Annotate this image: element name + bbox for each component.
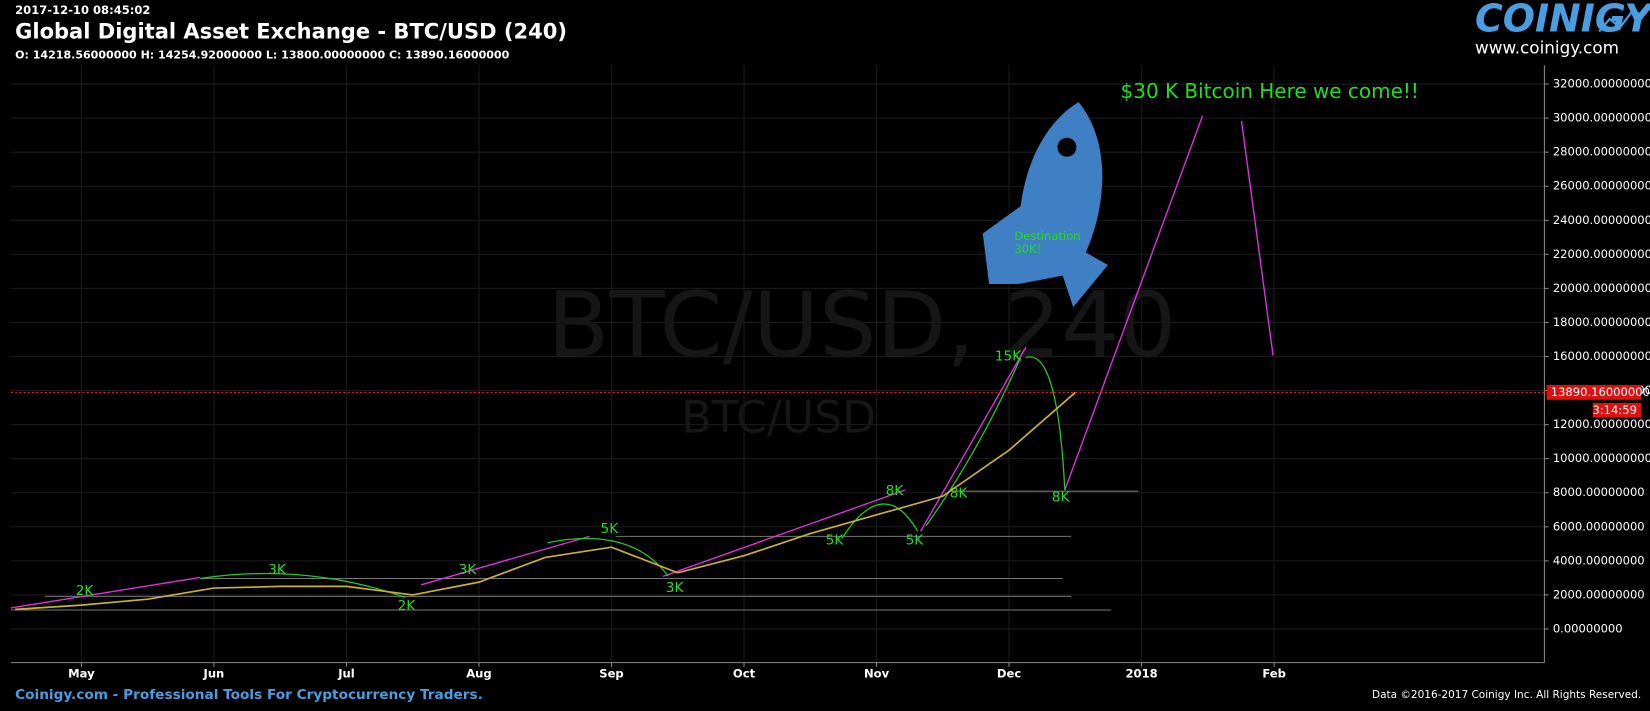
- x-tick-label: Feb: [1262, 667, 1286, 681]
- price-line: [15, 391, 1076, 611]
- trend-line: [420, 535, 590, 586]
- y-tick-label: 16000.00000000: [1553, 349, 1650, 363]
- level-label: 5K: [601, 521, 620, 537]
- annotation: Destination: [1014, 229, 1080, 243]
- footer-left: Coinigy.com - Professional Tools For Cry…: [15, 687, 483, 703]
- level-label: 8K: [886, 483, 905, 499]
- x-tick-label: Nov: [864, 667, 890, 681]
- x-tick-label: Dec: [997, 667, 1021, 681]
- level-label: 3K: [268, 562, 287, 578]
- level-label: 2K: [76, 583, 95, 599]
- y-tick-label: 26000.00000000: [1553, 179, 1650, 193]
- level-label: 5K: [906, 533, 925, 549]
- logo-graph: [1598, 9, 1642, 33]
- arc: [1025, 356, 1066, 491]
- level-label: 8K: [1052, 489, 1071, 505]
- rocket: [982, 102, 1108, 308]
- ohlc: O: 14218.56000000 H: 14254.92000000 L: 1…: [15, 49, 509, 62]
- price-tag: [1546, 385, 1642, 400]
- level-label: 5K: [826, 533, 845, 549]
- arc: [925, 357, 1022, 527]
- y-tick-label: 32000.00000000: [1553, 77, 1650, 91]
- trend-line: [662, 489, 906, 578]
- y-tick-label: 2000.00000000: [1553, 587, 1645, 601]
- watermark-sub: BTC/USD: [681, 393, 876, 444]
- drawings: [10, 115, 1274, 611]
- y-tick-label: 0.00000000: [1553, 621, 1623, 635]
- y-tick-label: 22000.00000000: [1553, 247, 1650, 261]
- x-tick-label: Oct: [733, 667, 756, 681]
- footer-right: Data ©2016-2017 Coinigy Inc. All Rights …: [1372, 689, 1641, 701]
- level-label: 3K: [666, 580, 685, 596]
- annotation: $30 K Bitcoin Here we come!!: [1121, 79, 1419, 103]
- arc: [200, 572, 406, 599]
- logo-url: www.coinigy.com: [1475, 37, 1619, 57]
- y-tick-label: 28000.00000000: [1553, 145, 1650, 159]
- level-label: 8K: [950, 485, 969, 501]
- y-tick-label: 18000.00000000: [1553, 315, 1650, 329]
- trend-line: [920, 346, 1027, 532]
- timestamp: 2017-12-10 08:45:02: [15, 3, 150, 17]
- countdown-tag: [1592, 402, 1642, 418]
- grid: [10, 65, 1545, 663]
- y-tick-label: 30000.00000000: [1553, 111, 1650, 125]
- y-tick-label: 4000.00000000: [1553, 553, 1645, 567]
- x-tick-label: Jul: [337, 667, 354, 681]
- price-tag-label: 13890.16000000: [1551, 385, 1650, 399]
- arc: [841, 503, 919, 539]
- x-tick-label: Sep: [599, 667, 623, 681]
- x-tick-label: Jun: [203, 667, 225, 681]
- trend-line: [1240, 120, 1274, 356]
- y-tick-label: 20000.00000000: [1553, 281, 1650, 295]
- y-tick-label: 6000.00000000: [1553, 519, 1645, 533]
- chart-title: Global Digital Asset Exchange - BTC/USD …: [15, 19, 567, 44]
- countdown: 3:14:59: [1592, 403, 1637, 417]
- y-tick-label: 12000.00000000: [1553, 417, 1650, 431]
- trend-line: [1064, 115, 1204, 491]
- level-label: 3K: [459, 562, 478, 578]
- x-tick-label: May: [68, 667, 95, 681]
- y-tick-label: 8000.00000000: [1553, 485, 1645, 499]
- rocket-window: [1057, 137, 1077, 157]
- logo: COINIGY: [1475, 0, 1650, 41]
- annotation: 30K!: [1014, 242, 1041, 256]
- level-label: 2K: [398, 598, 417, 614]
- y-tick-label: 24000.00000000: [1553, 213, 1650, 227]
- rocket-body: [982, 102, 1108, 308]
- x-tick-label: Aug: [466, 667, 491, 681]
- y-tick-label: 10000.00000000: [1553, 451, 1650, 465]
- level-label: 15K: [995, 349, 1022, 365]
- x-tick-label: 2018: [1126, 667, 1158, 681]
- trend-line: [10, 576, 201, 609]
